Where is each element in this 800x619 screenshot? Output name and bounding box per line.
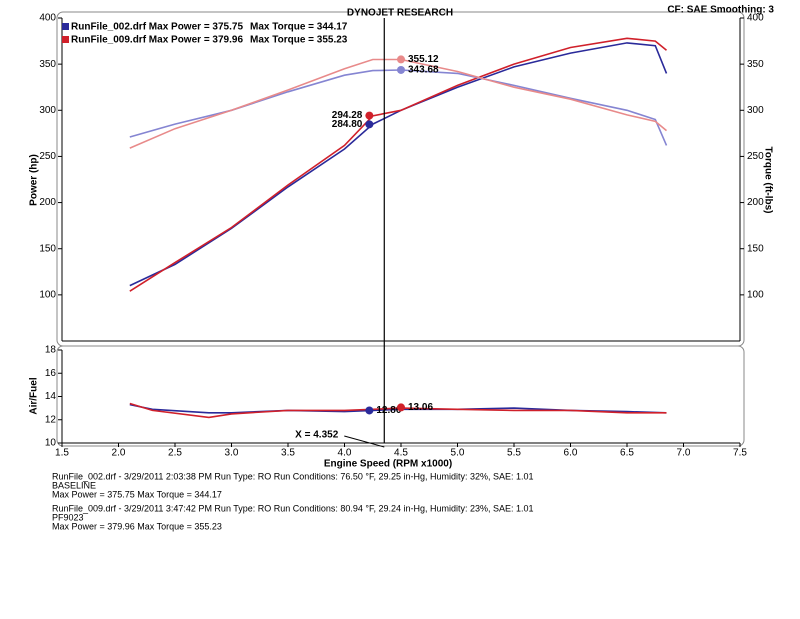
y2-axis-label: Torque (ft-lbs): [762, 146, 773, 213]
cursor-marker: [397, 403, 405, 412]
x-tick-label: 7.0: [677, 448, 691, 459]
marker-label: 294.28: [332, 110, 363, 121]
afr-axis-label: Air/Fuel: [29, 377, 40, 414]
y2-tick-label: 100: [747, 289, 764, 300]
x-tick-label: 2.5: [168, 448, 182, 459]
y-tick-label: 200: [39, 197, 56, 208]
y-tick-label: 300: [39, 105, 56, 116]
marker-label: 355.12: [408, 54, 439, 65]
cursor-marker: [397, 65, 405, 74]
x-tick-label: 6.0: [564, 448, 578, 459]
legend-entry: RunFile_002.drf Max Power = 375.75: [71, 22, 243, 33]
x-tick-label: 4.5: [394, 448, 408, 459]
y2-tick-label: 300: [747, 105, 764, 116]
y-tick-label: 250: [39, 151, 56, 162]
x-tick-label: 5.5: [507, 448, 521, 459]
x-tick-label: 7.5: [733, 448, 747, 459]
x-tick-label: 3.5: [281, 448, 295, 459]
x-tick-label: 2.0: [112, 448, 126, 459]
y-tick-label: 16: [45, 368, 57, 379]
legend-entry: RunFile_009.drf Max Power = 379.96: [71, 35, 243, 46]
legend-entry: Max Torque = 344.17: [250, 22, 348, 33]
x-tick-label: 4.0: [338, 448, 352, 459]
legend-swatch: [62, 23, 69, 30]
y-tick-label: 100: [39, 289, 56, 300]
x-tick-label: 5.0: [451, 448, 465, 459]
run-note: PF9023: [52, 512, 84, 522]
cursor-marker: [365, 111, 374, 120]
series-line: [129, 37, 668, 292]
y2-tick-label: 350: [747, 59, 764, 70]
y-tick-label: 10: [45, 438, 57, 449]
run-note: RunFile_002.drf - 3/29/2011 2:03:38 PM R…: [52, 471, 534, 481]
run-note: RunFile_009.drf - 3/29/2011 3:47:42 PM R…: [52, 503, 534, 513]
run-note: Max Power = 379.96 Max Torque = 355.23: [52, 521, 222, 531]
marker-label: 12.80: [376, 405, 401, 416]
marker-label: 343.68: [408, 65, 439, 76]
y2-tick-label: 150: [747, 243, 764, 254]
y-tick-label: 14: [45, 391, 57, 402]
y-axis-label: Power (hp): [29, 154, 40, 206]
y2-tick-label: 200: [747, 197, 764, 208]
x-axis-label: Engine Speed (RPM x1000): [324, 459, 452, 470]
x-tick-label: 6.5: [620, 448, 634, 459]
run-note: BASELINE: [52, 480, 96, 490]
legend-swatch: [62, 36, 69, 43]
y-tick-label: 12: [45, 414, 57, 425]
y2-tick-label: 400: [747, 13, 764, 24]
marker-label: 13.06: [408, 402, 433, 413]
cursor-marker: [365, 120, 374, 129]
marker-label: 284.80: [332, 119, 363, 130]
cursor-marker: [365, 406, 374, 415]
legend-entry: Max Torque = 355.23: [250, 35, 348, 46]
cursor-label: X = 4.352: [295, 430, 339, 441]
y-tick-label: 150: [39, 243, 56, 254]
header-settings: CF: SAE Smoothing: 3: [667, 5, 774, 16]
cursor-marker: [397, 55, 405, 64]
y-tick-label: 400: [39, 13, 56, 24]
y2-tick-label: 250: [747, 151, 764, 162]
header-title: DYNOJET RESEARCH: [347, 8, 453, 19]
run-note: Max Power = 375.75 Max Torque = 344.17: [52, 489, 222, 499]
y-tick-label: 350: [39, 59, 56, 70]
x-tick-label: 3.0: [225, 448, 239, 459]
x-tick-label: 1.5: [55, 448, 69, 459]
cursor-pointer: [344, 435, 385, 448]
y-tick-label: 18: [45, 345, 57, 356]
